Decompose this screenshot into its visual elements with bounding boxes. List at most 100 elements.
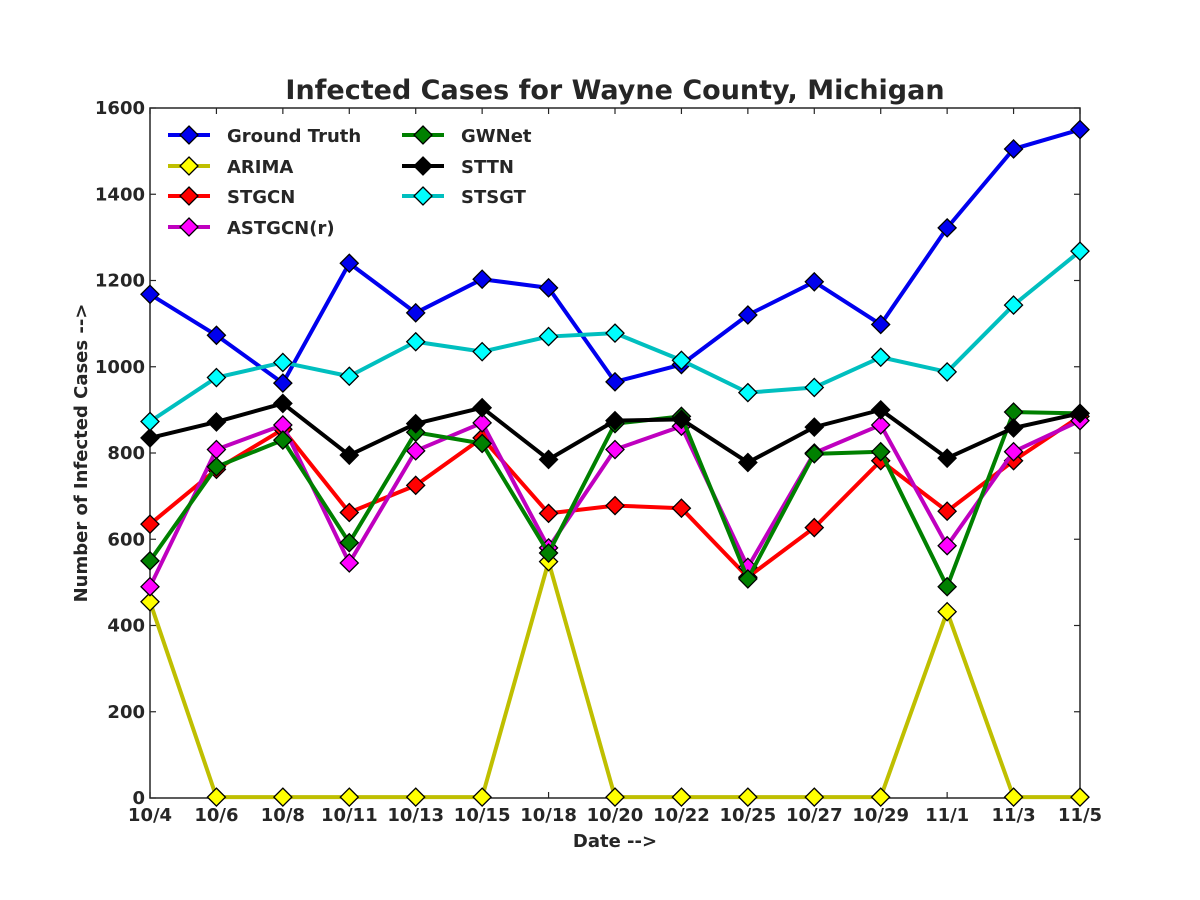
x-tick-label: 10/29: [852, 805, 909, 826]
data-point: [206, 439, 227, 460]
data-point: [1003, 441, 1024, 462]
series-ground-truth: [140, 119, 1090, 394]
legend-item: ARIMA: [168, 156, 293, 178]
data-point: [605, 371, 625, 392]
data-point: [671, 409, 692, 430]
legend-label: ARIMA: [227, 157, 293, 178]
data-point: [339, 502, 360, 523]
x-axis-label: Date -->: [573, 831, 657, 852]
data-point: [1003, 139, 1024, 159]
y-tick-label: 1400: [95, 184, 145, 205]
x-tick-label: 10/4: [128, 805, 172, 826]
chart-title: Infected Cases for Wayne County, Michiga…: [285, 75, 944, 106]
data-point: [339, 553, 360, 573]
x-tick-label: 10/25: [720, 805, 777, 826]
data-point: [1003, 295, 1024, 316]
y-tick-label: 1000: [95, 357, 145, 378]
data-point: [605, 787, 625, 808]
data-point: [206, 367, 227, 388]
legend-label: STSGT: [461, 187, 527, 208]
data-point: [272, 373, 293, 394]
data-point: [870, 787, 891, 808]
data-point: [737, 305, 758, 325]
data-point: [870, 399, 891, 420]
y-tick-label: 600: [107, 529, 145, 550]
x-tick-label: 10/22: [653, 805, 710, 826]
data-point: [870, 347, 891, 368]
data-point: [737, 787, 758, 808]
data-point: [339, 787, 360, 808]
data-point: [405, 413, 426, 434]
x-tick-label: 10/15: [454, 805, 511, 826]
x-axis-ticks: 10/4 10/6 10/8 10/11 10/13 10/15 10/18 10/20 10/…: [128, 108, 1102, 826]
data-point: [937, 501, 958, 522]
data-point: [870, 415, 891, 435]
x-tick-label: 11/1: [925, 805, 969, 826]
data-point: [671, 498, 692, 519]
y-tick-label: 0: [132, 788, 145, 809]
data-point: [937, 217, 958, 238]
data-point: [405, 440, 426, 461]
data-point: [405, 475, 426, 496]
y-tick-label: 1200: [95, 271, 145, 292]
data-point: [1003, 787, 1024, 808]
data-point: [937, 576, 958, 597]
y-tick-label: 1600: [95, 98, 145, 119]
data-point: [1003, 418, 1024, 438]
data-point: [1070, 241, 1090, 262]
series-line: [148, 559, 1080, 800]
data-point: [1070, 403, 1090, 424]
data-point: [804, 271, 825, 292]
x-tick-label: 10/27: [786, 805, 843, 826]
legend-item: GWNet: [402, 125, 532, 147]
legend-item: ASTGCN(r): [168, 217, 335, 239]
x-tick-label: 10/20: [587, 805, 644, 826]
series-sttn: [140, 393, 1090, 473]
legend-item: STGCN: [168, 186, 295, 208]
legend-marker: [179, 217, 199, 237]
data-point: [605, 410, 625, 431]
data-point: [339, 366, 360, 387]
legend-item: STSGT: [402, 186, 527, 208]
data-point: [206, 787, 227, 808]
legend-marker: [179, 125, 199, 145]
data-point: [804, 377, 825, 398]
data-point: [472, 787, 493, 808]
x-tick-label: 10/8: [261, 805, 305, 826]
legend-marker: [179, 186, 199, 206]
data-point: [870, 441, 891, 462]
legend-label: Ground Truth: [227, 126, 361, 147]
x-tick-label: 10/18: [520, 805, 577, 826]
data-point: [339, 445, 360, 466]
data-point: [140, 427, 160, 448]
series-arima: [140, 551, 1090, 808]
data-point: [140, 284, 160, 305]
series-layer: [140, 119, 1090, 808]
data-point: [605, 495, 625, 516]
data-point: [671, 787, 692, 808]
data-point: [472, 269, 493, 290]
data-point: [804, 443, 825, 464]
data-point: [405, 787, 426, 808]
y-tick-label: 400: [107, 616, 145, 637]
data-point: [737, 452, 758, 473]
data-point: [605, 323, 625, 344]
x-tick-label: 11/3: [991, 805, 1035, 826]
data-point: [405, 331, 426, 352]
data-point: [1070, 787, 1090, 808]
y-tick-label: 200: [107, 702, 145, 723]
legend-item: STTN: [402, 156, 514, 178]
legend-marker: [413, 186, 433, 206]
data-point: [272, 393, 293, 414]
data-point: [804, 417, 825, 438]
data-point: [472, 433, 493, 454]
data-point: [140, 576, 160, 597]
data-point: [538, 503, 559, 524]
data-point: [937, 535, 958, 556]
x-tick-label: 10/13: [387, 805, 444, 826]
data-point: [472, 412, 493, 433]
data-point: [1070, 119, 1090, 140]
data-point: [538, 543, 559, 563]
